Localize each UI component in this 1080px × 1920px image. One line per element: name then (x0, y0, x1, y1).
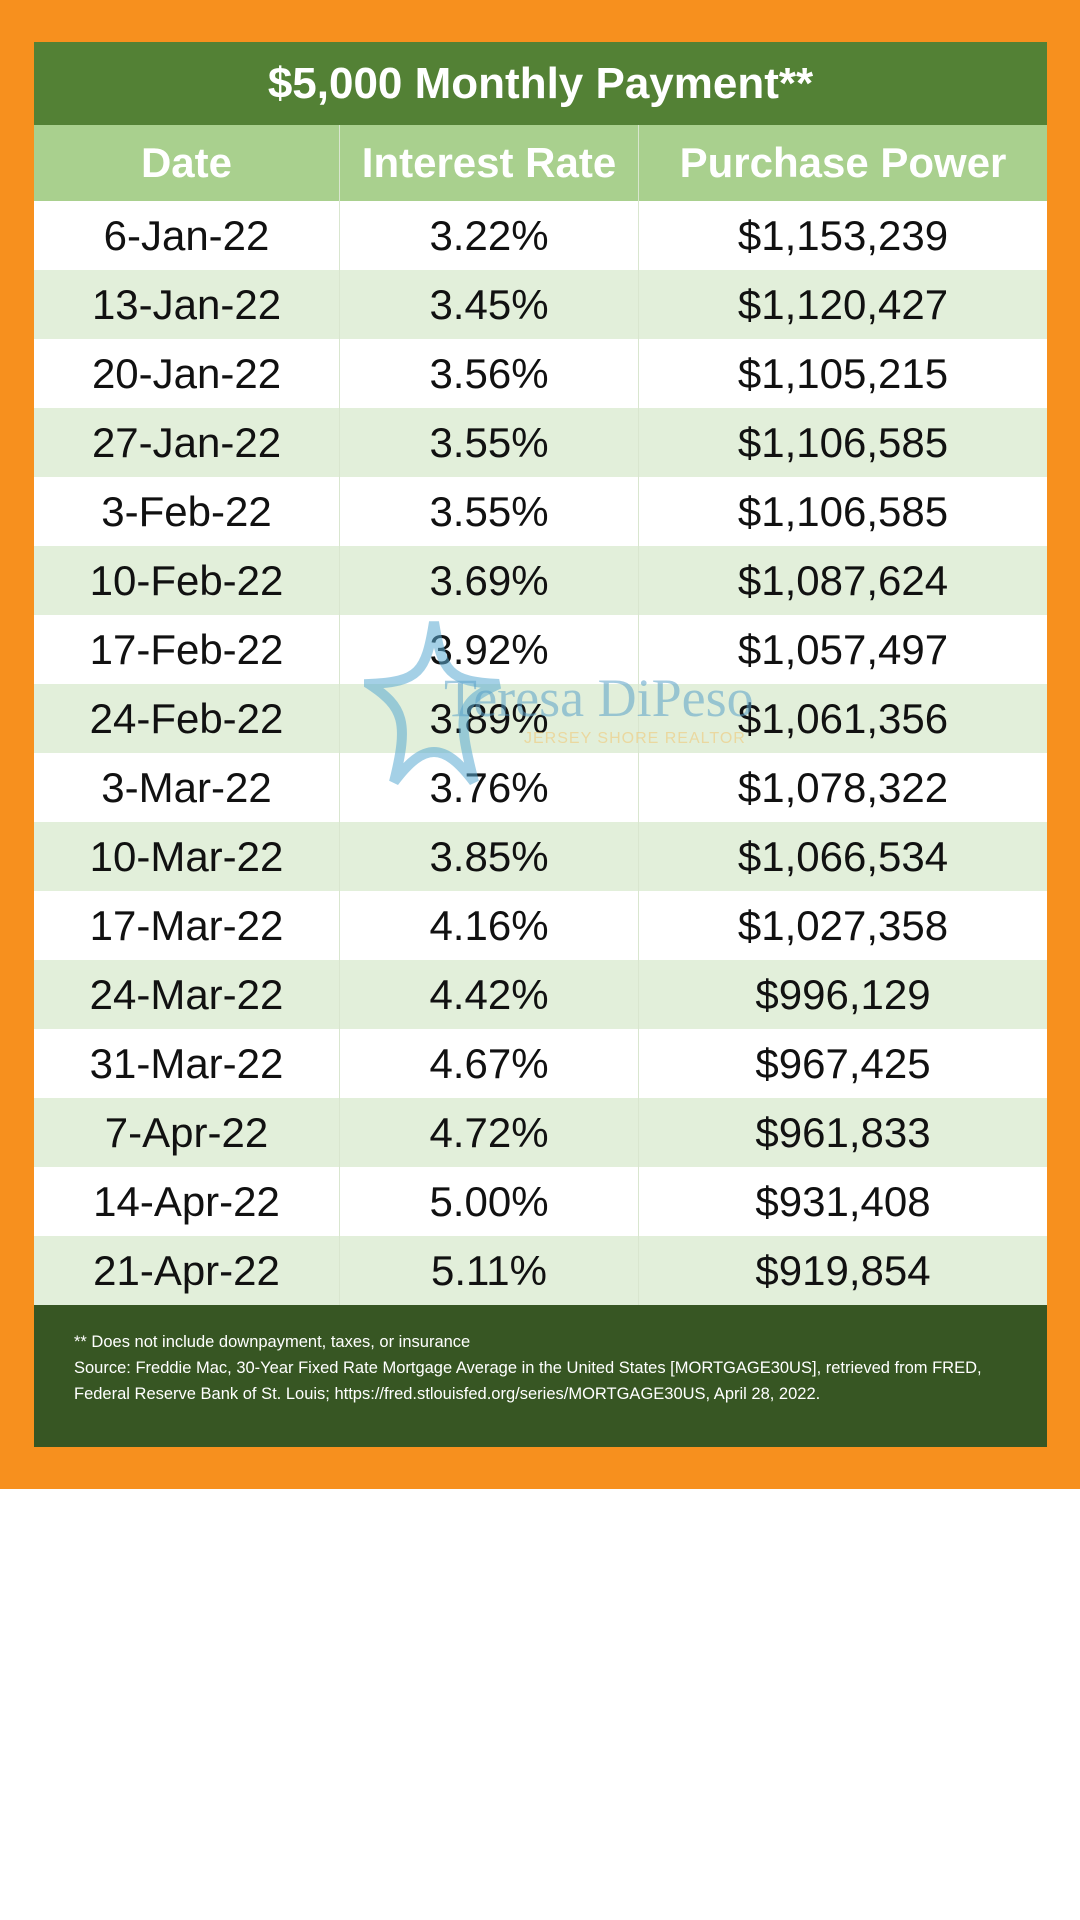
table-cell: $1,105,215 (737, 349, 949, 397)
table-cell: $967,425 (755, 1039, 931, 1087)
table-cell: 27-Jan-22 (34, 408, 340, 477)
table-cell: 5.11% (340, 1236, 639, 1305)
table-cell: $1,106,585 (737, 487, 949, 535)
table-cell: 3-Mar-22 (34, 753, 340, 822)
table-cell: 3.76% (340, 753, 639, 822)
table-cell: $919,854 (755, 1246, 931, 1294)
table-row: 17-Feb-22 3.92% $1,057,497 (34, 615, 1047, 684)
table-cell: $1,027,358 (737, 901, 949, 949)
table-cell: 7-Apr-22 (34, 1098, 340, 1167)
table-cell: 3.89% (340, 684, 639, 753)
table-cell: $1,106,585 (737, 418, 949, 466)
table-card: $5,000 Monthly Payment** Date Interest Ra… (34, 42, 1047, 1447)
table-cell: 5.00% (340, 1167, 639, 1236)
table-row: 10-Mar-22 3.85% $1,066,534 (34, 822, 1047, 891)
table-cell: $1,153,239 (737, 211, 949, 259)
table-row: 17-Mar-22 4.16% $1,027,358 (34, 891, 1047, 960)
table-cell: $1,057,497 (737, 625, 949, 673)
table-row: 7-Apr-22 4.72% $961,833 (34, 1098, 1047, 1167)
table-cell: 21-Apr-22 (34, 1236, 340, 1305)
table-cell: $1,061,356 (737, 694, 949, 742)
footer: ** Does not include downpayment, taxes, … (34, 1305, 1047, 1447)
table-cell: $1,078,322 (737, 763, 949, 811)
table-row: 3-Feb-22 3.55% $1,106,585 (34, 477, 1047, 546)
table-row: 20-Jan-22 3.56% $1,105,215 (34, 339, 1047, 408)
table-row: 6-Jan-22 3.22% $1,153,239 (34, 201, 1047, 270)
table-cell: $1,087,624 (737, 556, 949, 604)
table-row: 14-Apr-22 5.00% $931,408 (34, 1167, 1047, 1236)
table-cell: 24-Feb-22 (34, 684, 340, 753)
footer-note: Source: Freddie Mac, 30-Year Fixed Rate … (74, 1359, 982, 1403)
table-cell: $1,066,534 (737, 832, 949, 880)
table-cell: 3.45% (340, 270, 639, 339)
table-cell: 3.56% (340, 339, 639, 408)
table-cell: $996,129 (755, 970, 931, 1018)
table-cell: 13-Jan-22 (34, 270, 340, 339)
table-cell: 10-Feb-22 (34, 546, 340, 615)
table: Date Interest Rate Purchase Power 6-Jan-22 3… (34, 125, 1047, 1305)
table-cell: 3.85% (340, 822, 639, 891)
table-cell: 3.22% (340, 201, 639, 270)
header-cell: Interest Rate (340, 125, 639, 201)
header-row: Date Interest Rate Purchase Power (34, 125, 1047, 201)
table-cell: 20-Jan-22 (34, 339, 340, 408)
header-cell: Date (34, 125, 340, 201)
table-row: 10-Feb-22 3.69% $1,087,624 (34, 546, 1047, 615)
table-row: 3-Mar-22 3.76% $1,078,322 (34, 753, 1047, 822)
table-cell: 24-Mar-22 (34, 960, 340, 1029)
table-cell: 4.72% (340, 1098, 639, 1167)
table-row: 21-Apr-22 5.11% $919,854 (34, 1236, 1047, 1305)
table-row: 13-Jan-22 3.45% $1,120,427 (34, 270, 1047, 339)
footer-note: ** Does not include downpayment, taxes, … (74, 1333, 471, 1351)
table-row: 24-Feb-22 3.89% $1,061,356 (34, 684, 1047, 753)
table-cell: $961,833 (755, 1108, 931, 1156)
table-cell: 10-Mar-22 (34, 822, 340, 891)
table-cell: 4.16% (340, 891, 639, 960)
table-cell: 17-Feb-22 (34, 615, 340, 684)
table-cell: 3.92% (340, 615, 639, 684)
table-cell: 31-Mar-22 (34, 1029, 340, 1098)
table-cell: 17-Mar-22 (34, 891, 340, 960)
table-row: 27-Jan-22 3.55% $1,106,585 (34, 408, 1047, 477)
table-cell: 4.67% (340, 1029, 639, 1098)
table-cell: $1,120,427 (737, 280, 949, 328)
table-cell: 3.69% (340, 546, 639, 615)
table-row: 24-Mar-22 4.42% $996,129 (34, 960, 1047, 1029)
title: $5,000 Monthly Payment** (34, 42, 1047, 125)
table-cell: 3.55% (340, 408, 639, 477)
table-cell: 3-Feb-22 (34, 477, 340, 546)
table-cell: 6-Jan-22 (34, 201, 340, 270)
table-row: 31-Mar-22 4.67% $967,425 (34, 1029, 1047, 1098)
table-cell: $931,408 (755, 1177, 931, 1225)
table-cell: 3.55% (340, 477, 639, 546)
table-cell: 4.42% (340, 960, 639, 1029)
header-cell: Purchase Power (679, 139, 1007, 186)
table-cell: 14-Apr-22 (34, 1167, 340, 1236)
